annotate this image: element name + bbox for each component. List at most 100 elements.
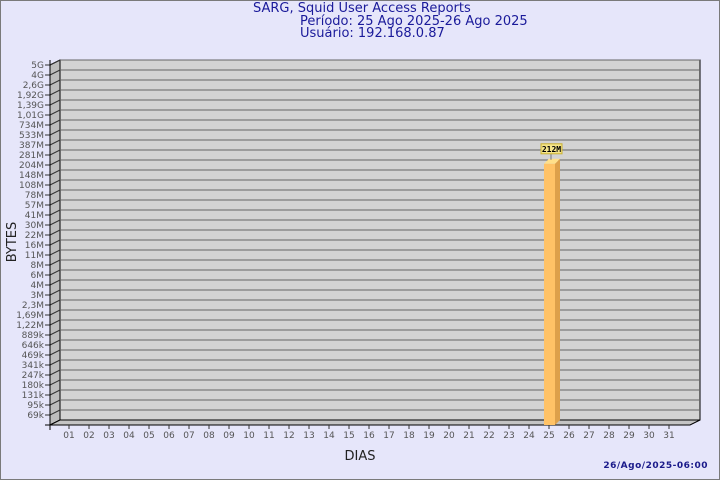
- gridline-side: [49, 239, 61, 246]
- bar: [544, 163, 555, 425]
- y-tick-label: 1,69M: [16, 311, 44, 321]
- y-tick-label: 5G: [31, 61, 44, 71]
- gridline-side: [49, 339, 61, 346]
- gridline-side: [49, 249, 61, 256]
- gridline-side: [49, 59, 61, 66]
- gridline-side: [49, 99, 61, 106]
- y-axis-label: BYTES: [5, 222, 20, 263]
- y-tick-label: 469k: [22, 351, 45, 361]
- bar-top: [544, 158, 560, 164]
- x-tick-label: 29: [623, 431, 635, 441]
- y-tick-label: 1,92G: [17, 91, 44, 101]
- x-tick-label: 15: [343, 431, 354, 441]
- y-tick-label: 6M: [31, 271, 45, 281]
- gridline-side: [49, 269, 61, 276]
- x-tick-label: 28: [603, 431, 615, 441]
- y-tick-label: 148M: [19, 171, 44, 181]
- y-tick-label: 387M: [19, 141, 44, 151]
- y-tick-label: 281M: [19, 151, 44, 161]
- data-label-box: [540, 143, 563, 155]
- y-tick-label: 4G: [31, 71, 44, 81]
- data-label: 212M: [542, 145, 561, 154]
- gridline-side: [49, 299, 61, 306]
- chart-subtitle-user: Usuário: 192.168.0.87: [300, 26, 445, 41]
- gridline-side: [49, 169, 61, 176]
- y-tick-label: 30M: [25, 221, 44, 231]
- gridline-side: [49, 309, 61, 316]
- gridline-side: [49, 209, 61, 216]
- x-tick-label: 13: [303, 431, 314, 441]
- gridline-side: [49, 279, 61, 286]
- gridline-side: [49, 199, 61, 206]
- x-tick-label: 18: [403, 431, 415, 441]
- y-tick-label: 734M: [19, 121, 44, 131]
- gridline-side: [49, 219, 61, 226]
- gridline-side: [49, 389, 61, 396]
- x-tick-label: 26: [563, 431, 575, 441]
- x-tick-label: 10: [243, 431, 255, 441]
- timestamp: 26/Ago/2025-06:00: [603, 461, 708, 471]
- x-tick-label: 27: [583, 431, 594, 441]
- gridline-side: [49, 329, 61, 336]
- x-tick-label: 21: [463, 431, 474, 441]
- y-tick-label: 2,3M: [22, 301, 44, 311]
- x-tick-label: 01: [63, 431, 74, 441]
- gridline-side: [49, 159, 61, 166]
- y-tick-label: 3M: [31, 291, 45, 301]
- x-tick-label: 12: [283, 431, 294, 441]
- gridline-side: [49, 189, 61, 196]
- y-tick-label: 2,6G: [23, 81, 44, 91]
- gridline-side: [49, 289, 61, 296]
- y-tick-label: 204M: [19, 161, 44, 171]
- chart-title: SARG, Squid User Access Reports: [253, 1, 471, 16]
- gridline-side: [49, 399, 61, 406]
- y-tick-label: 341k: [22, 361, 45, 371]
- gridline-side: [49, 379, 61, 386]
- y-tick-label: 1,39G: [17, 101, 44, 111]
- x-tick-label: 11: [263, 431, 274, 441]
- x-tick-label: 02: [83, 431, 94, 441]
- x-tick-label: 06: [163, 431, 175, 441]
- x-tick-label: 30: [643, 431, 655, 441]
- x-tick-label: 23: [503, 431, 514, 441]
- x-tick-label: 24: [523, 431, 535, 441]
- y-tick-label: 22M: [25, 231, 44, 241]
- gridline-side: [49, 259, 61, 266]
- y-tick-label: 95k: [27, 401, 44, 411]
- gridline-side: [49, 139, 61, 146]
- y-tick-label: 1,22M: [16, 321, 44, 331]
- gridline-side: [49, 109, 61, 116]
- gridline-side: [49, 369, 61, 376]
- x-tick-label: 16: [363, 431, 375, 441]
- x-tick-label: 05: [143, 431, 154, 441]
- y-tick-label: 11M: [25, 251, 44, 261]
- gridline-side: [49, 149, 61, 156]
- x-tick-label: 07: [183, 431, 194, 441]
- y-tick-label: 8M: [31, 261, 45, 271]
- x-tick-label: 17: [383, 431, 394, 441]
- y-tick-label: 1,01G: [17, 111, 44, 121]
- x-tick-label: 14: [323, 431, 335, 441]
- x-tick-label: 20: [443, 431, 455, 441]
- y-tick-label: 41M: [25, 211, 44, 221]
- y-tick-label: 247k: [22, 371, 45, 381]
- gridline-side: [49, 79, 61, 86]
- x-tick-label: 25: [543, 431, 554, 441]
- gridline-side: [49, 179, 61, 186]
- x-tick-label: 08: [203, 431, 215, 441]
- x-axis-label: DIAS: [345, 449, 376, 464]
- y-tick-label: 533M: [19, 131, 44, 141]
- gridline-side: [49, 319, 61, 326]
- y-tick-label: 131k: [22, 391, 45, 401]
- floor: [49, 419, 701, 426]
- x-tick-label: 03: [103, 431, 114, 441]
- gridline-side: [49, 229, 61, 236]
- x-tick-label: 04: [123, 431, 135, 441]
- gridline-side: [49, 129, 61, 136]
- y-tick-label: 78M: [25, 191, 44, 201]
- chart-subtitle-period: Período: 25 Ago 2025-26 Ago 2025: [300, 14, 528, 29]
- x-tick-label: 19: [423, 431, 435, 441]
- y-tick-label: 180k: [22, 381, 45, 391]
- y-tick-label: 69k: [27, 411, 44, 421]
